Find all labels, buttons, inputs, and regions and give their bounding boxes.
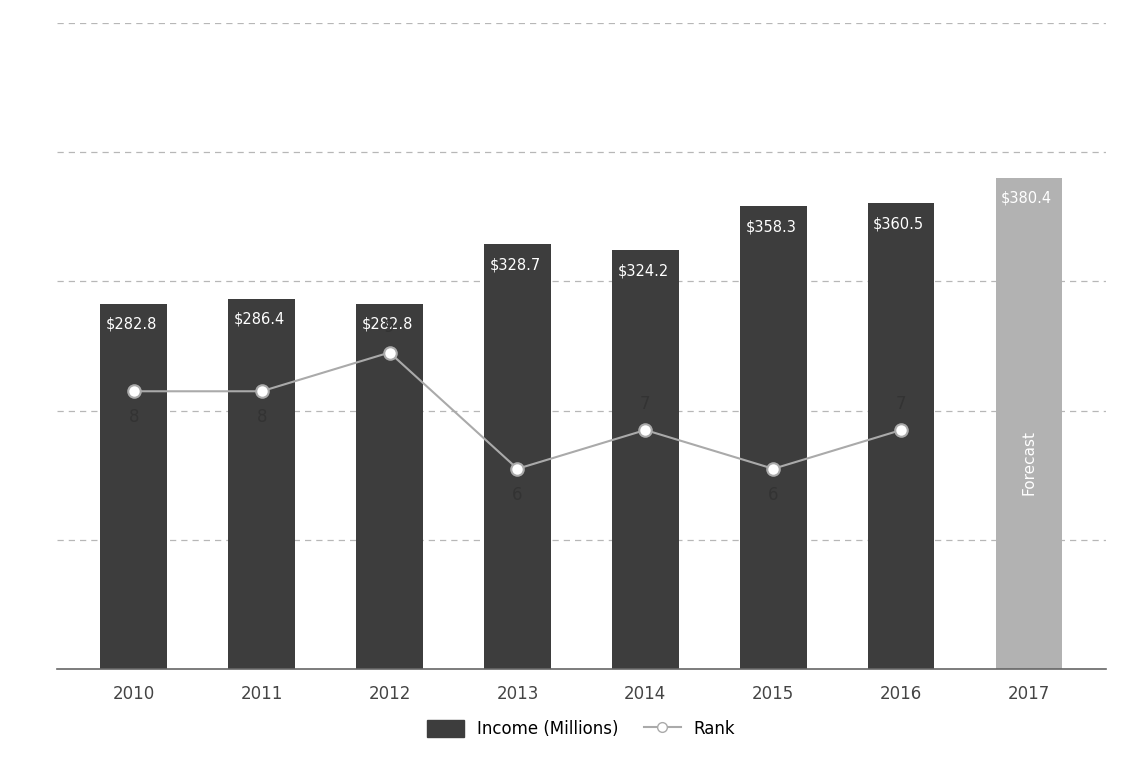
Text: $282.8: $282.8 [361, 317, 413, 331]
Text: 6: 6 [512, 485, 523, 504]
Text: 9: 9 [384, 318, 394, 336]
Text: $328.7: $328.7 [489, 258, 540, 272]
Legend: Income (Millions), Rank: Income (Millions), Rank [421, 713, 742, 744]
Text: $358.3: $358.3 [746, 219, 796, 234]
Text: $282.8: $282.8 [106, 317, 157, 331]
Text: 6: 6 [768, 485, 779, 504]
Text: 7: 7 [640, 395, 651, 413]
Bar [357, 304, 423, 669]
Text: $324.2: $324.2 [618, 263, 669, 278]
Text: $380.4: $380.4 [1001, 191, 1052, 205]
Text: $360.5: $360.5 [873, 216, 925, 231]
Bar [228, 299, 295, 669]
Bar [740, 206, 806, 669]
Bar [612, 250, 678, 669]
Text: Forecast: Forecast [1021, 430, 1036, 495]
Text: 7: 7 [896, 395, 906, 413]
Bar [484, 245, 551, 669]
Text: 8: 8 [256, 408, 267, 426]
Bar [868, 203, 935, 669]
Text: $286.4: $286.4 [234, 312, 285, 327]
Bar [996, 178, 1062, 669]
Bar [100, 304, 166, 669]
Text: 8: 8 [129, 408, 139, 426]
